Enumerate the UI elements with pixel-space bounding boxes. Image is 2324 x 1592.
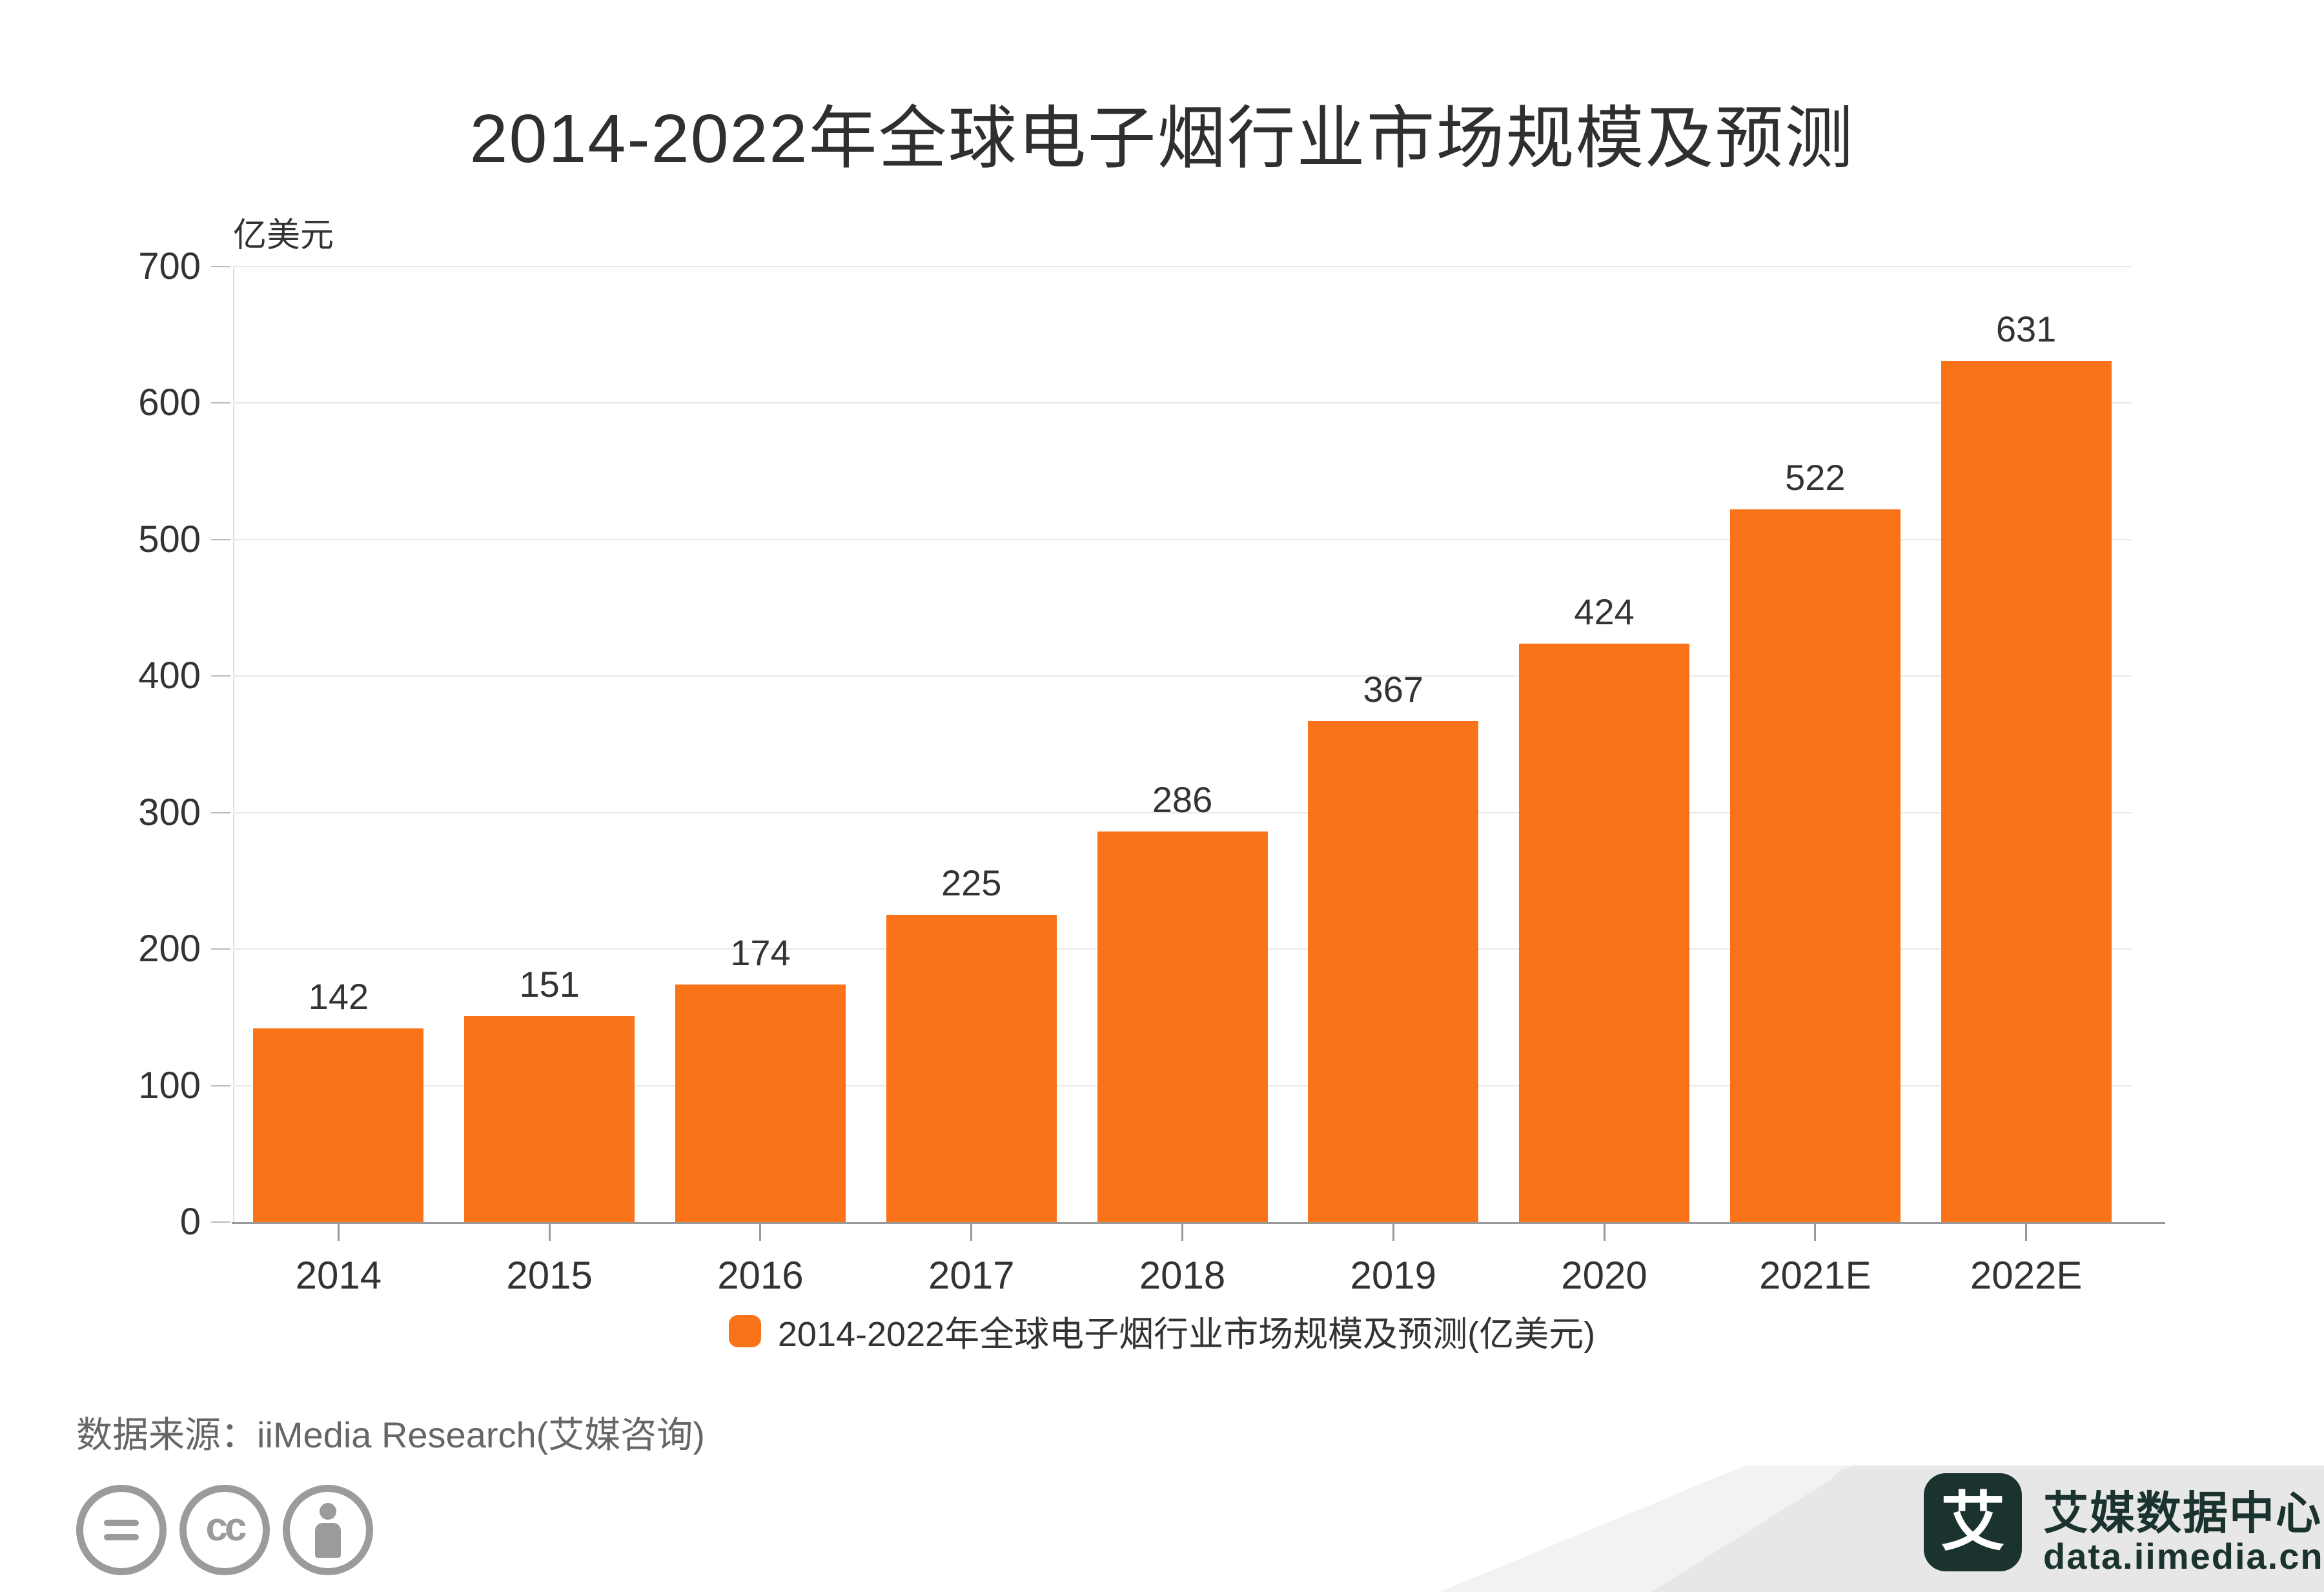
- y-axis-label-200: 200: [138, 928, 201, 970]
- y-axis-tick: [211, 538, 230, 540]
- source-text: 数据来源：iiMedia Research(艾媒咨询): [76, 1414, 705, 1455]
- x-axis-tick: [337, 1224, 340, 1241]
- x-axis-label-2019: 2019: [1350, 1254, 1436, 1297]
- x-axis-tick: [1603, 1224, 1605, 1241]
- y-axis-unit-label: 亿美元: [233, 217, 334, 254]
- bar-2022E: [1941, 360, 2112, 1222]
- y-axis-label-500: 500: [138, 518, 201, 560]
- cc-icon-label: cc: [205, 1505, 247, 1549]
- iimedia-logo-glyph: 艾: [1941, 1486, 2005, 1558]
- y-axis-label-300: 300: [138, 791, 201, 833]
- legend-label: 2014-2022年全球电子烟行业市场规模及预测(亿美元): [777, 1315, 1596, 1354]
- value-label-2022E: 631: [1995, 308, 2057, 349]
- x-axis-line: [232, 1222, 2165, 1224]
- x-axis-tick: [2025, 1224, 2028, 1241]
- legend-swatch: [728, 1314, 761, 1347]
- y-axis-tick: [211, 948, 230, 950]
- y-axis-tick: [211, 675, 230, 677]
- attribution-person-icon: [283, 1485, 373, 1575]
- x-axis-tick: [1392, 1224, 1394, 1241]
- bar-2020: [1519, 643, 1690, 1222]
- equals-icon: [76, 1485, 167, 1575]
- y-axis-label-400: 400: [138, 655, 201, 697]
- x-axis-tick: [1814, 1224, 1817, 1241]
- bar-2015: [464, 1015, 635, 1222]
- y-axis-label-100: 100: [138, 1064, 201, 1107]
- x-axis-label-2014: 2014: [295, 1254, 382, 1297]
- y-axis-label-600: 600: [138, 382, 201, 424]
- brand-url: data.iimedia.cn: [2043, 1536, 2324, 1577]
- value-label-2018: 286: [1152, 779, 1213, 821]
- value-label-2020: 424: [1574, 591, 1635, 632]
- x-axis-label-2015: 2015: [506, 1254, 593, 1297]
- x-axis-tick: [1181, 1224, 1183, 1241]
- y-axis-tick: [211, 811, 230, 813]
- iimedia-logo-icon: 艾: [1924, 1473, 2022, 1571]
- y-axis-label-0: 0: [179, 1201, 201, 1243]
- gridline-600: [233, 402, 2132, 404]
- bar-2014: [253, 1028, 424, 1222]
- bar-2019: [1308, 721, 1479, 1222]
- value-label-2016: 174: [730, 932, 791, 974]
- x-axis-label-2020: 2020: [1561, 1254, 1647, 1297]
- cc-icon: cc: [179, 1485, 270, 1575]
- bar-2017: [886, 915, 1057, 1222]
- y-axis-tick: [211, 266, 230, 267]
- value-label-2014: 142: [308, 975, 369, 1017]
- y-axis-tick: [211, 1221, 230, 1223]
- value-label-2021E: 522: [1785, 457, 1846, 498]
- legend: 2014-2022年全球电子烟行业市场规模及预测(亿美元): [0, 1305, 2324, 1356]
- x-axis-label-2018: 2018: [1139, 1254, 1226, 1297]
- gridline-700: [233, 266, 2132, 267]
- bar-2021E: [1729, 509, 1901, 1222]
- gridline-500: [233, 538, 2132, 540]
- plot-area: 0 100 200 300 400 500 600 700 142 2014 151 2015 174 2…: [138, 245, 2165, 1297]
- value-label-2015: 151: [519, 963, 580, 1005]
- page-title: 2014-2022年全球电子烟行业市场规模及预测: [469, 101, 1855, 177]
- y-axis-line: [233, 267, 234, 1222]
- x-axis-tick: [759, 1224, 762, 1241]
- x-axis-tick: [970, 1224, 973, 1241]
- brand-badge: 艾 艾媒数据中心 data.iimedia.cn: [1291, 1465, 2324, 1592]
- bar-2018: [1097, 832, 1268, 1222]
- y-axis-tick: [211, 402, 230, 404]
- value-label-2017: 225: [941, 862, 1002, 904]
- x-axis-label-2022E: 2022E: [1970, 1254, 2083, 1297]
- value-label-2019: 367: [1363, 669, 1423, 710]
- gridline-300: [233, 811, 2132, 813]
- y-axis-label-700: 700: [138, 245, 201, 287]
- license-icons: cc: [76, 1485, 373, 1575]
- x-axis-label-2016: 2016: [717, 1254, 804, 1297]
- x-axis-tick: [548, 1224, 551, 1241]
- gridline-400: [233, 675, 2132, 677]
- brand-name: 艾媒数据中心: [2043, 1488, 2322, 1538]
- x-axis-label-2017: 2017: [928, 1254, 1015, 1297]
- x-axis-label-2021E: 2021E: [1759, 1254, 1871, 1297]
- bar-2016: [675, 985, 846, 1222]
- y-axis-tick: [211, 1085, 230, 1087]
